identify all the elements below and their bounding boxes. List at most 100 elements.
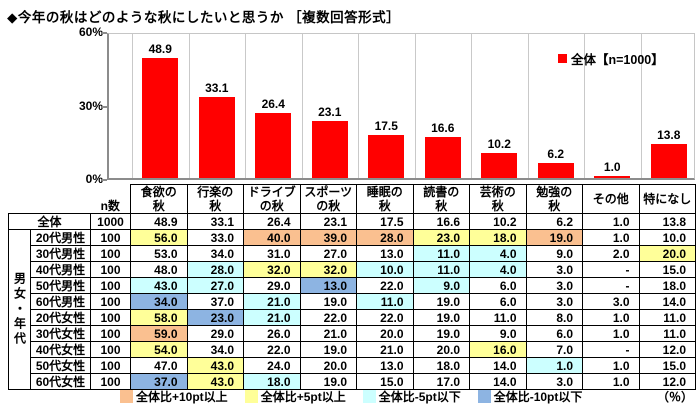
value-cell: 22.0 [243,341,301,358]
row-label: 30代女性 [30,325,91,342]
legend-item: 全体比-5pt以下 [362,388,461,405]
value-cell: 37.0 [130,373,188,390]
row-label: 全体 [8,213,91,230]
value-cell: 20.0 [356,325,414,342]
value-cell: 6.0 [469,277,527,294]
gridline [358,34,359,178]
bar [424,137,461,178]
value-cell: 21.0 [299,325,357,342]
color-legend: 全体比+10pt以上 全体比+5pt以上 全体比-5pt以下 全体比-10pt以下 （… [8,388,695,405]
value-cell: 19.0 [299,341,357,358]
value-cell: 37.0 [186,293,244,310]
bar [650,144,687,178]
value-cell: 27.0 [186,277,244,294]
value-cell: 19.0 [412,309,470,326]
n-cell: 100 [90,325,131,342]
value-cell: 56.0 [130,229,188,246]
column-header: 特になし [638,184,696,214]
value-cell: 22.0 [356,309,414,326]
value-cell: 3.0 [525,373,583,390]
table-corner-blank [8,184,91,214]
value-cell: 8.0 [525,309,583,326]
value-cell: 54.0 [130,341,188,358]
y-axis-tick-mark [102,32,107,34]
column-header: その他 [582,184,640,214]
column-header: 読書の 秋 [412,184,470,214]
legend-item: 全体比+10pt以上 [120,388,228,405]
value-cell: 28.0 [186,261,244,278]
value-cell: 3.0 [525,293,583,310]
legend-color-swatch-icon [244,390,258,403]
value-cell: 11.0 [638,309,696,326]
bar [594,175,631,178]
value-cell: 22.0 [299,309,357,326]
row-label: 30代男性 [30,245,91,262]
value-cell: 11.0 [638,325,696,342]
value-cell: 4.0 [469,261,527,278]
row-label: 40代男性 [30,261,91,278]
value-cell: 10.2 [469,213,527,230]
value-cell: 13.0 [299,277,357,294]
value-cell: 1.0 [582,229,640,246]
value-cell: 13.8 [638,213,696,230]
gridline [471,34,472,178]
percent-unit-note: （％） [656,390,693,404]
value-cell: 18.0 [412,357,470,374]
table-row: 30代男性 100 53.0 34.0 31.0 27.0 13.0 11.0 4.0 9.0 2.… [9,245,696,262]
bar-value-label: 1.0 [603,159,621,174]
value-cell: 15.0 [638,357,696,374]
value-cell: 13.0 [356,245,414,262]
value-cell: 16.0 [469,341,527,358]
legend-color-swatch-icon [477,390,491,403]
table-row: 50代男性 100 43.0 27.0 29.0 13.0 22.0 9.0 6.0 3.0-18… [9,277,696,294]
chart-legend-label: 全体【n=1000】 [571,53,664,67]
value-cell: - [582,341,640,358]
legend-color-swatch-icon [362,390,376,403]
n-cell: 100 [90,357,131,374]
gridline [640,34,642,178]
value-cell: 34.0 [186,341,244,358]
value-cell: 9.0 [412,277,470,294]
n-column-header: n数 [100,199,120,213]
y-axis-tick-label: 30% [78,98,103,113]
row-label: 40代女性 [30,341,91,358]
bar-value-label: 16.6 [431,121,455,136]
bar-value-label: 33.1 [205,80,229,95]
value-cell: 31.0 [243,245,301,262]
legend-item-label: 全体比-10pt以下 [493,390,583,404]
value-cell: 34.0 [186,245,244,262]
value-cell: 40.0 [243,229,301,246]
value-cell: 15.0 [638,261,696,278]
color-legend-items: 全体比+10pt以上 全体比+5pt以上 全体比-5pt以下 全体比-10pt以下 [120,388,582,405]
chart-legend: 全体【n=1000】 [558,49,664,68]
legend-item-label: 全体比-5pt以下 [378,390,461,404]
value-cell: 16.6 [412,213,470,230]
value-cell: 19.0 [299,373,357,390]
gridline [245,34,246,178]
gridline [527,34,529,178]
value-cell: 32.0 [299,261,357,278]
value-cell: 21.0 [243,309,301,326]
y-axis-tick-label: 60% [78,25,103,39]
value-cell: 19.0 [525,229,583,246]
value-cell: 59.0 [130,325,188,342]
value-cell: 12.0 [638,373,696,390]
column-header: 勉強の 秋 [525,184,583,214]
bar [198,96,235,178]
n-cell: 100 [90,245,131,262]
gridline [584,34,585,178]
column-header: 行楽の 秋 [186,184,244,214]
bar-value-label: 17.5 [374,119,398,134]
value-cell: 18.0 [469,229,527,246]
value-cell: 14.0 [469,357,527,374]
value-cell: 12.0 [638,341,696,358]
value-cell: 14.0 [469,373,527,390]
gridline [188,34,190,178]
value-cell: 43.0 [186,357,244,374]
row-label: 50代女性 [30,357,91,374]
legend-item: 全体比+5pt以上 [244,388,346,405]
n-cell: 100 [90,277,131,294]
value-cell: 10.0 [638,229,696,246]
value-cell: - [582,277,640,294]
n-cell: 100 [90,261,131,278]
